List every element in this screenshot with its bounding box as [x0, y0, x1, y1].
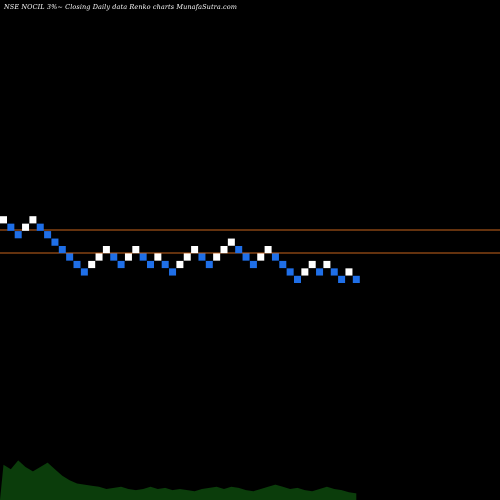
renko-brick-up [0, 216, 7, 224]
renko-brick-down [7, 223, 15, 231]
renko-brick-down [58, 246, 66, 254]
renko-brick-down [139, 253, 147, 261]
renko-brick-down [161, 260, 169, 269]
renko-brick-up [257, 253, 265, 261]
renko-brick-down [51, 238, 59, 246]
renko-brick-down [44, 231, 52, 239]
renko-brick-up [124, 253, 132, 261]
renko-brick-down [198, 253, 206, 261]
renko-brick-up [176, 260, 184, 269]
renko-brick-up [102, 246, 110, 254]
renko-brick-up [132, 246, 140, 254]
renko-brick-up [22, 223, 30, 231]
renko-brick-up [191, 246, 199, 254]
renko-brick-up [213, 253, 221, 261]
volume-area [0, 460, 357, 500]
renko-brick-down [169, 268, 177, 276]
renko-brick-down [110, 253, 118, 261]
renko-brick-up [29, 216, 37, 224]
renko-brick-down [330, 268, 338, 276]
renko-brick-down [36, 223, 44, 231]
renko-brick-up [323, 260, 331, 269]
renko-brick-up [345, 268, 353, 276]
renko-brick-up [301, 268, 309, 276]
renko-brick-up [95, 253, 103, 261]
renko-brick-down [66, 253, 74, 261]
renko-brick-up [264, 246, 272, 254]
renko-brick-down [73, 260, 81, 269]
renko-brick-down [117, 260, 125, 269]
renko-brick-down [80, 268, 88, 276]
renko-brick-down [147, 260, 154, 269]
renko-brick-up [220, 246, 228, 254]
renko-brick-down [316, 268, 324, 276]
renko-brick-down [352, 275, 360, 283]
renko-brick-down [242, 253, 250, 261]
renko-brick-down [338, 275, 346, 283]
renko-brick-down [205, 260, 213, 269]
renko-brick-down [249, 260, 257, 269]
renko-brick-down [286, 268, 294, 276]
chart-title: NSE NOCIL 3%~ Closing Daily data Renko c… [4, 3, 238, 11]
renko-brick-up [88, 260, 96, 269]
renko-brick-down [14, 231, 22, 239]
renko-brick-up [154, 253, 162, 261]
renko-brick-up [183, 253, 191, 261]
renko-brick-down [271, 253, 279, 261]
renko-brick-up [308, 260, 316, 269]
renko-brick-up [227, 238, 235, 246]
renko-brick-down [279, 260, 287, 269]
renko-brick-down [235, 246, 243, 254]
renko-brick-down [294, 275, 301, 283]
